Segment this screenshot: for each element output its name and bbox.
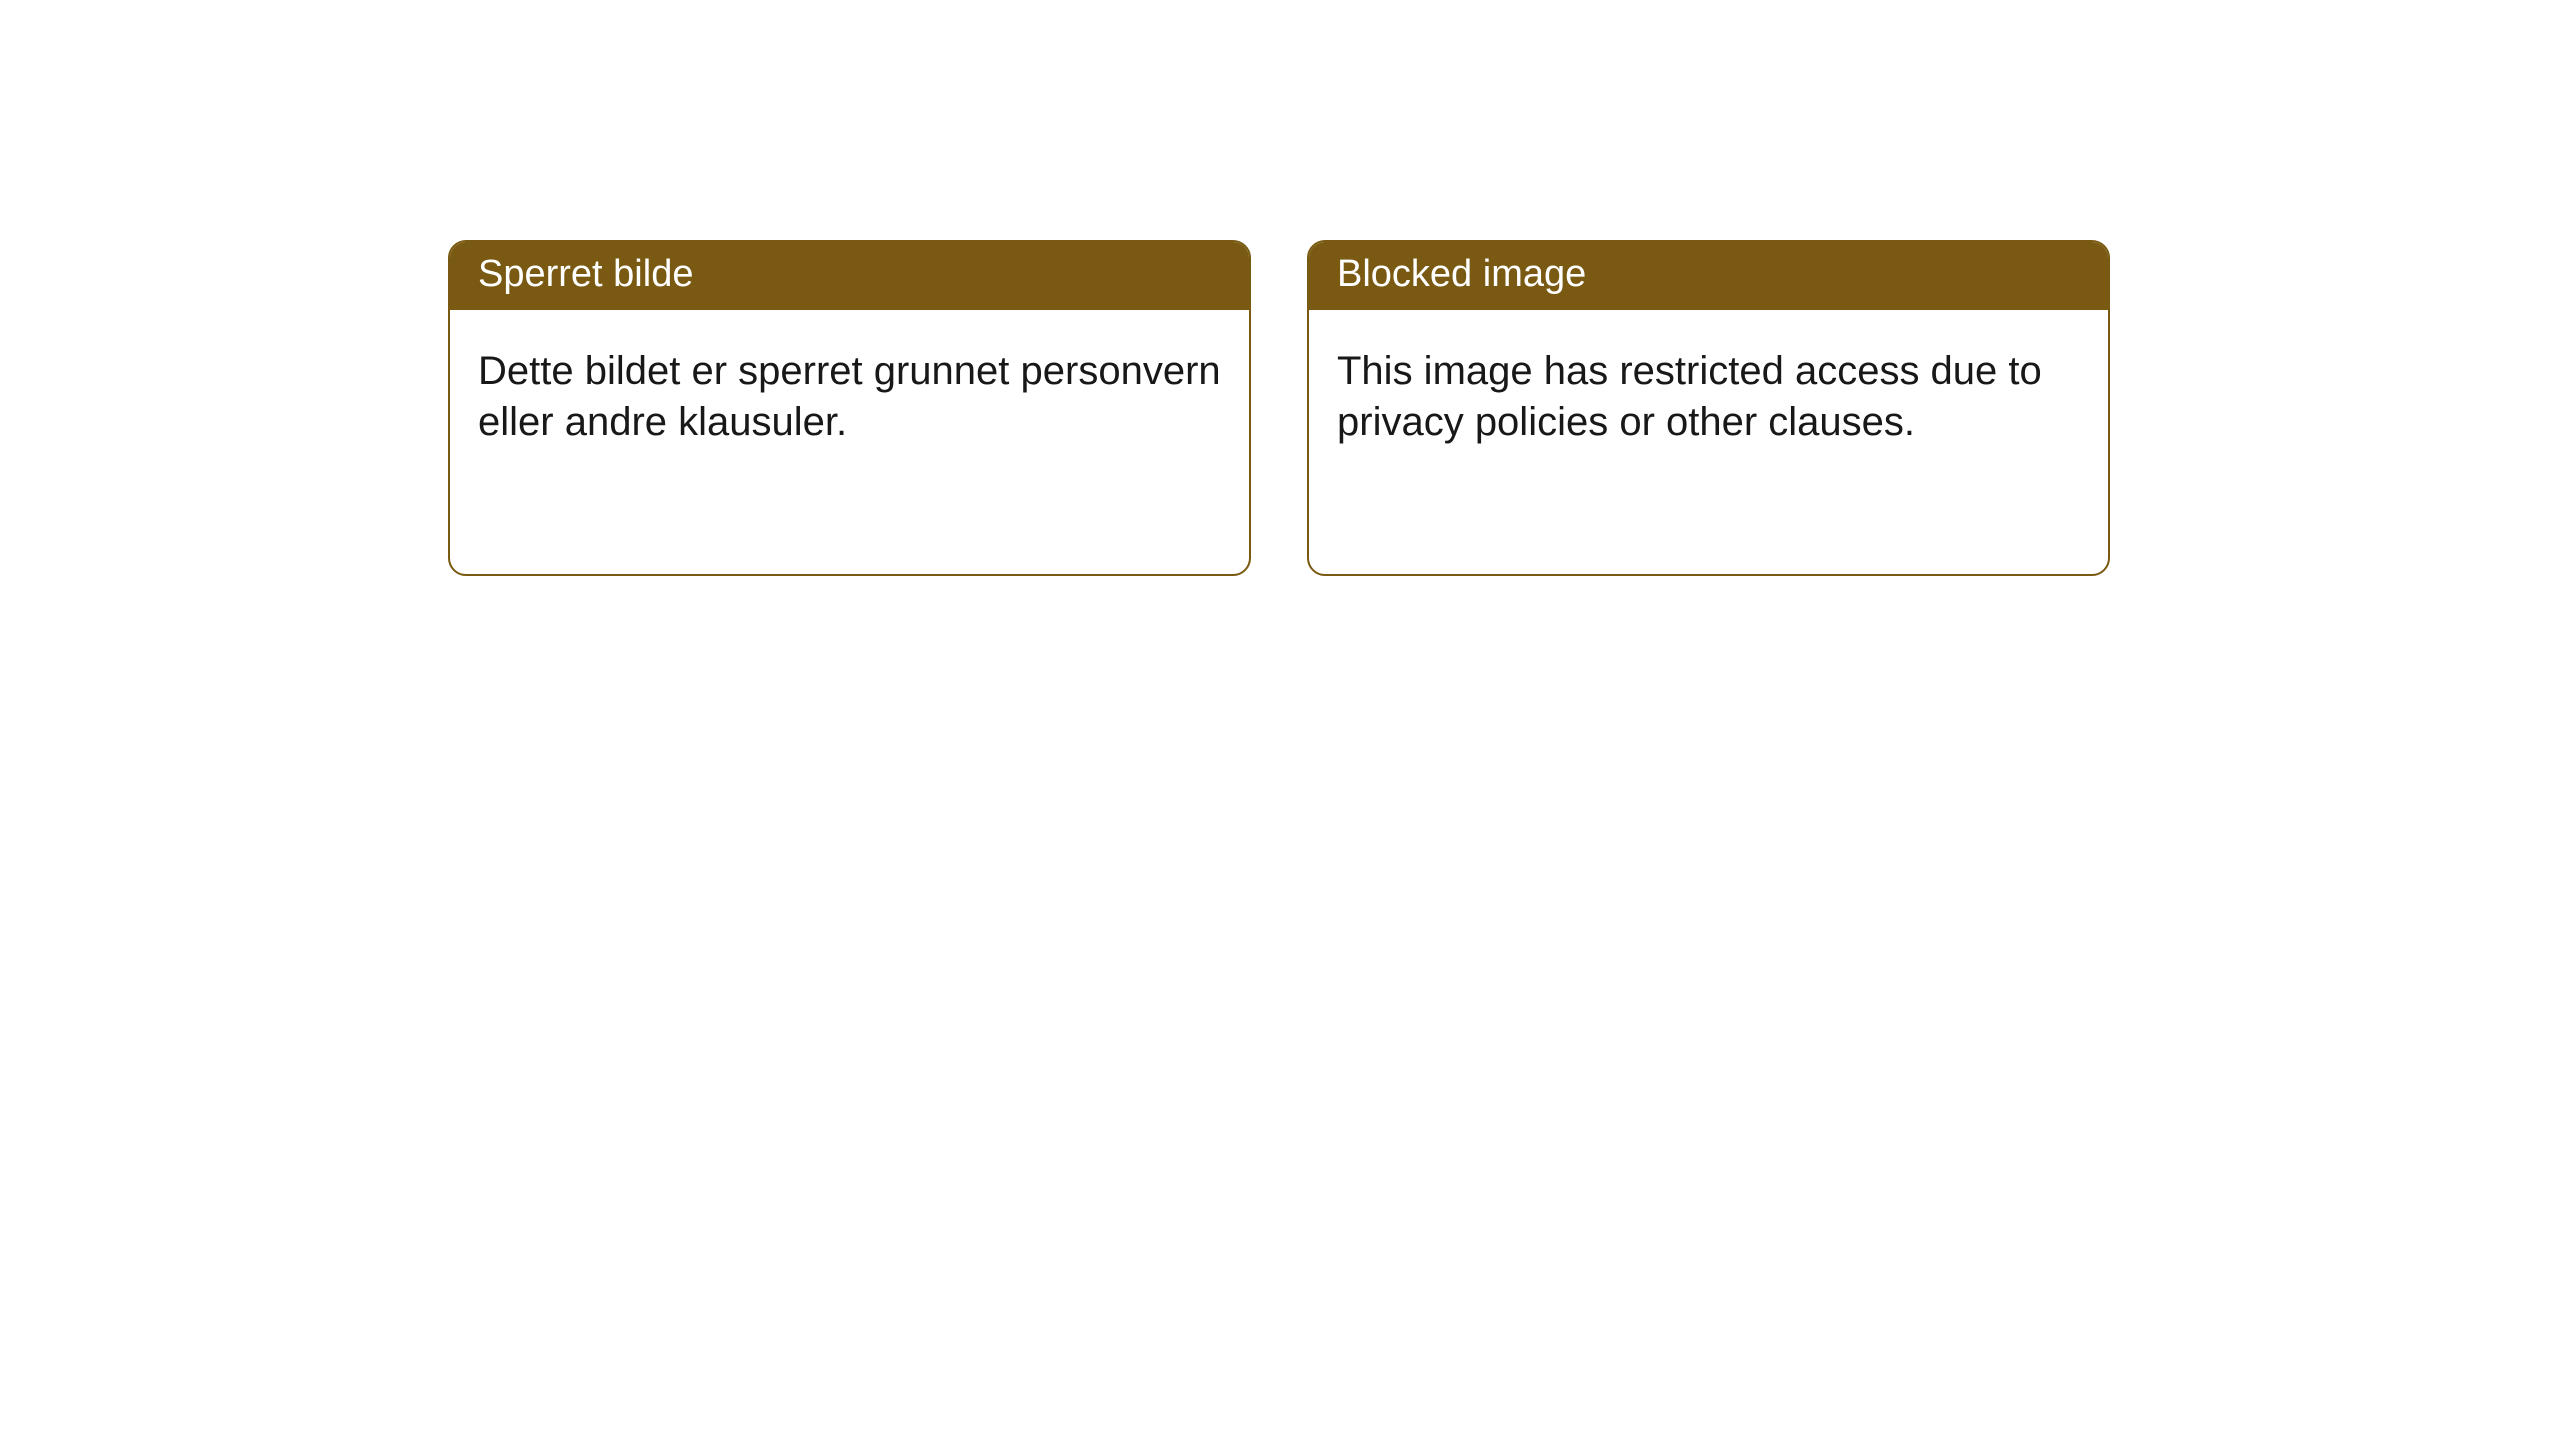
notice-body-norwegian: Dette bildet er sperret grunnet personve… [450,310,1249,484]
notice-card-norwegian: Sperret bilde Dette bildet er sperret gr… [448,240,1251,576]
notice-title-norwegian: Sperret bilde [450,242,1249,310]
notice-card-english: Blocked image This image has restricted … [1307,240,2110,576]
notice-container: Sperret bilde Dette bildet er sperret gr… [0,0,2560,576]
notice-body-english: This image has restricted access due to … [1309,310,2108,484]
notice-title-english: Blocked image [1309,242,2108,310]
